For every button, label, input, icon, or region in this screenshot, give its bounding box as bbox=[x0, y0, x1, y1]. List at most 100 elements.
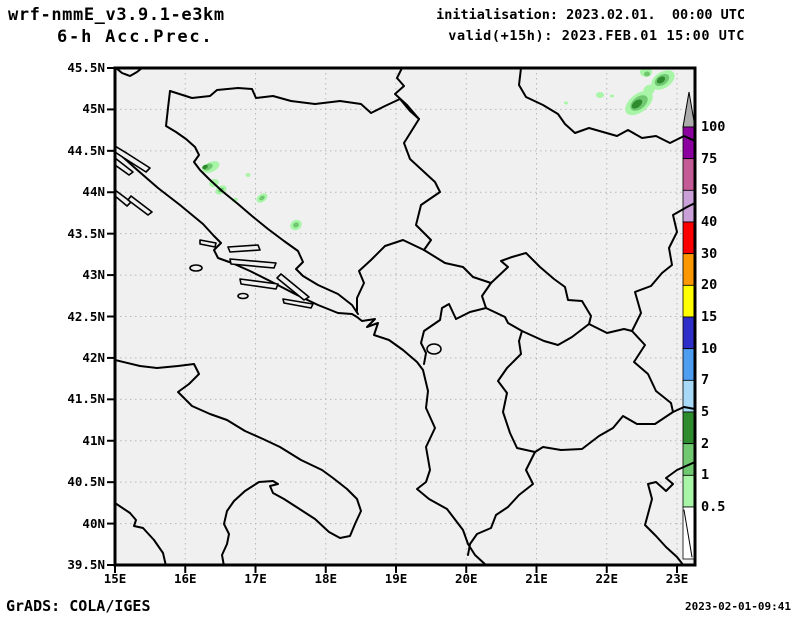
colorbar-label: 10 bbox=[701, 340, 718, 357]
valid-time-label: valid(+15h): 2023.FEB.01 15:00 UTC bbox=[448, 28, 745, 44]
border-serbia-montenegro bbox=[423, 249, 492, 284]
border-bosnia-serbia-drina bbox=[403, 118, 441, 251]
island-rab bbox=[115, 145, 151, 173]
lon-tick-label: 17E bbox=[244, 571, 267, 586]
border-bosnia-montenegro bbox=[356, 239, 425, 312]
lat-tick-label: 41.5N bbox=[67, 391, 105, 407]
lat-tick-label: 39.5N bbox=[67, 557, 105, 572]
island-lastovo bbox=[237, 292, 249, 300]
lat-tick-label: 42N bbox=[82, 349, 105, 365]
precip-blob-0.5-1 bbox=[610, 94, 614, 98]
precipitation-shading bbox=[202, 68, 675, 231]
colorbar bbox=[682, 91, 696, 560]
lon-tick-label: 20E bbox=[454, 571, 478, 586]
coastline-croatia-montenegro-albania bbox=[115, 149, 488, 565]
lon-tick-label: 18E bbox=[314, 571, 338, 586]
adriatic-islands bbox=[115, 145, 442, 355]
island-ugljan bbox=[115, 189, 132, 207]
lat-tick-label: 45.5N bbox=[67, 60, 105, 75]
border-croatia-serbia bbox=[394, 68, 420, 120]
coastline-italy-calabria bbox=[115, 502, 167, 565]
colorbar-segment bbox=[682, 253, 696, 286]
lon-tick-label: 21E bbox=[525, 571, 548, 586]
precip-blob-0.5-1 bbox=[245, 173, 251, 177]
colorbar-label: 100 bbox=[701, 119, 726, 135]
lat-tick-label: 41N bbox=[82, 432, 105, 448]
colorbar-label: 40 bbox=[701, 214, 718, 230]
lon-tick-label: 15E bbox=[103, 571, 127, 586]
precip-blob-0.5-1 bbox=[643, 84, 655, 96]
lat-tick-label: 44N bbox=[82, 184, 105, 200]
lat-tick-label: 43N bbox=[82, 267, 105, 283]
colorbar-label: 0.5 bbox=[701, 499, 726, 515]
border-macedonia-bulgaria bbox=[631, 330, 674, 413]
colorbar-segment bbox=[682, 316, 696, 350]
island-korcula bbox=[239, 278, 279, 290]
precip-blob-0.5-1 bbox=[564, 101, 568, 105]
creation-timestamp: 2023-02-01-09:41 bbox=[685, 600, 791, 613]
island-pag bbox=[115, 157, 134, 176]
colorbar-label: 15 bbox=[701, 309, 718, 325]
lat-tick-label: 42.5N bbox=[67, 308, 105, 324]
precip-blob-2-5 bbox=[656, 76, 666, 84]
model-title: wrf-nmmE_v3.9.1-e3km bbox=[8, 5, 225, 25]
colorbar-label: 1 bbox=[701, 467, 710, 484]
border-serbia-romania-danube bbox=[518, 68, 695, 144]
border-albania-greece bbox=[467, 451, 536, 556]
colorbar-segment bbox=[682, 126, 696, 160]
lake-skadar bbox=[426, 343, 442, 355]
peninsula-peljesac bbox=[276, 273, 310, 301]
coastline-italy-adriatic bbox=[115, 359, 362, 565]
colorbar-segment bbox=[682, 474, 696, 508]
colorbar-label: 2 bbox=[701, 435, 710, 452]
border-serbia-macedonia bbox=[588, 323, 633, 334]
lon-tick-label: 22E bbox=[595, 571, 619, 586]
precip-blob-1-2 bbox=[259, 195, 265, 201]
product-title: 6-h Acc.Prec. bbox=[57, 27, 214, 47]
lon-tick-label: 23E bbox=[665, 571, 689, 586]
lat-tick-label: 43.5N bbox=[67, 225, 105, 241]
precip-blob-2-5 bbox=[202, 164, 208, 170]
island-brac bbox=[227, 244, 261, 253]
precip-blob-0.5-1 bbox=[596, 92, 604, 98]
precip-blob-1-2 bbox=[644, 71, 650, 77]
border-slovenia-croatia bbox=[115, 68, 143, 77]
precip-blob-2-5 bbox=[631, 99, 643, 109]
colorbar-label: 7 bbox=[701, 372, 710, 389]
colorbar-segment bbox=[682, 443, 696, 476]
colorbar-label: 5 bbox=[701, 404, 710, 420]
colorbar-label: 50 bbox=[701, 182, 718, 199]
colorbar-segment bbox=[682, 348, 696, 381]
lat-tick-label: 40.5N bbox=[67, 474, 105, 490]
border-greece-bulgaria bbox=[672, 406, 695, 413]
colorbar-label: 75 bbox=[701, 150, 718, 167]
map-line-fragment bbox=[683, 509, 693, 558]
border-bosnia-west bbox=[165, 90, 359, 315]
lat-tick-label: 44.5N bbox=[67, 142, 105, 158]
precip-blob-1-2 bbox=[293, 222, 299, 228]
island-hvar bbox=[229, 258, 277, 269]
map-outlines bbox=[115, 68, 695, 565]
colorbar-segment bbox=[682, 158, 696, 191]
island-solta bbox=[199, 239, 217, 248]
border-macedonia-albania bbox=[497, 330, 536, 453]
island-vis bbox=[189, 264, 203, 272]
border-macedonia-greece bbox=[534, 411, 674, 453]
grads-credit: GrADS: COLA/IGES bbox=[6, 597, 151, 615]
lon-tick-label: 16E bbox=[173, 571, 197, 586]
border-serbia-bulgaria bbox=[631, 202, 695, 332]
lat-tick-label: 45N bbox=[82, 101, 105, 117]
colorbar-segment bbox=[682, 284, 696, 318]
border-croatia-bosnia-north bbox=[169, 87, 420, 120]
lon-tick-label: 19E bbox=[384, 571, 408, 586]
colorbar-segment bbox=[682, 221, 696, 255]
initialisation-label: initialisation: 2023.02.01. 00:00 UTC bbox=[436, 7, 745, 23]
island-mljet bbox=[282, 298, 314, 309]
graticule-grid bbox=[115, 68, 695, 565]
colorbar-segment bbox=[682, 411, 696, 445]
lat-tick-label: 40N bbox=[82, 515, 105, 531]
coastline-greece-thermaic-gulf bbox=[644, 461, 695, 565]
border-montenegro-kosovo-albania bbox=[420, 282, 492, 365]
